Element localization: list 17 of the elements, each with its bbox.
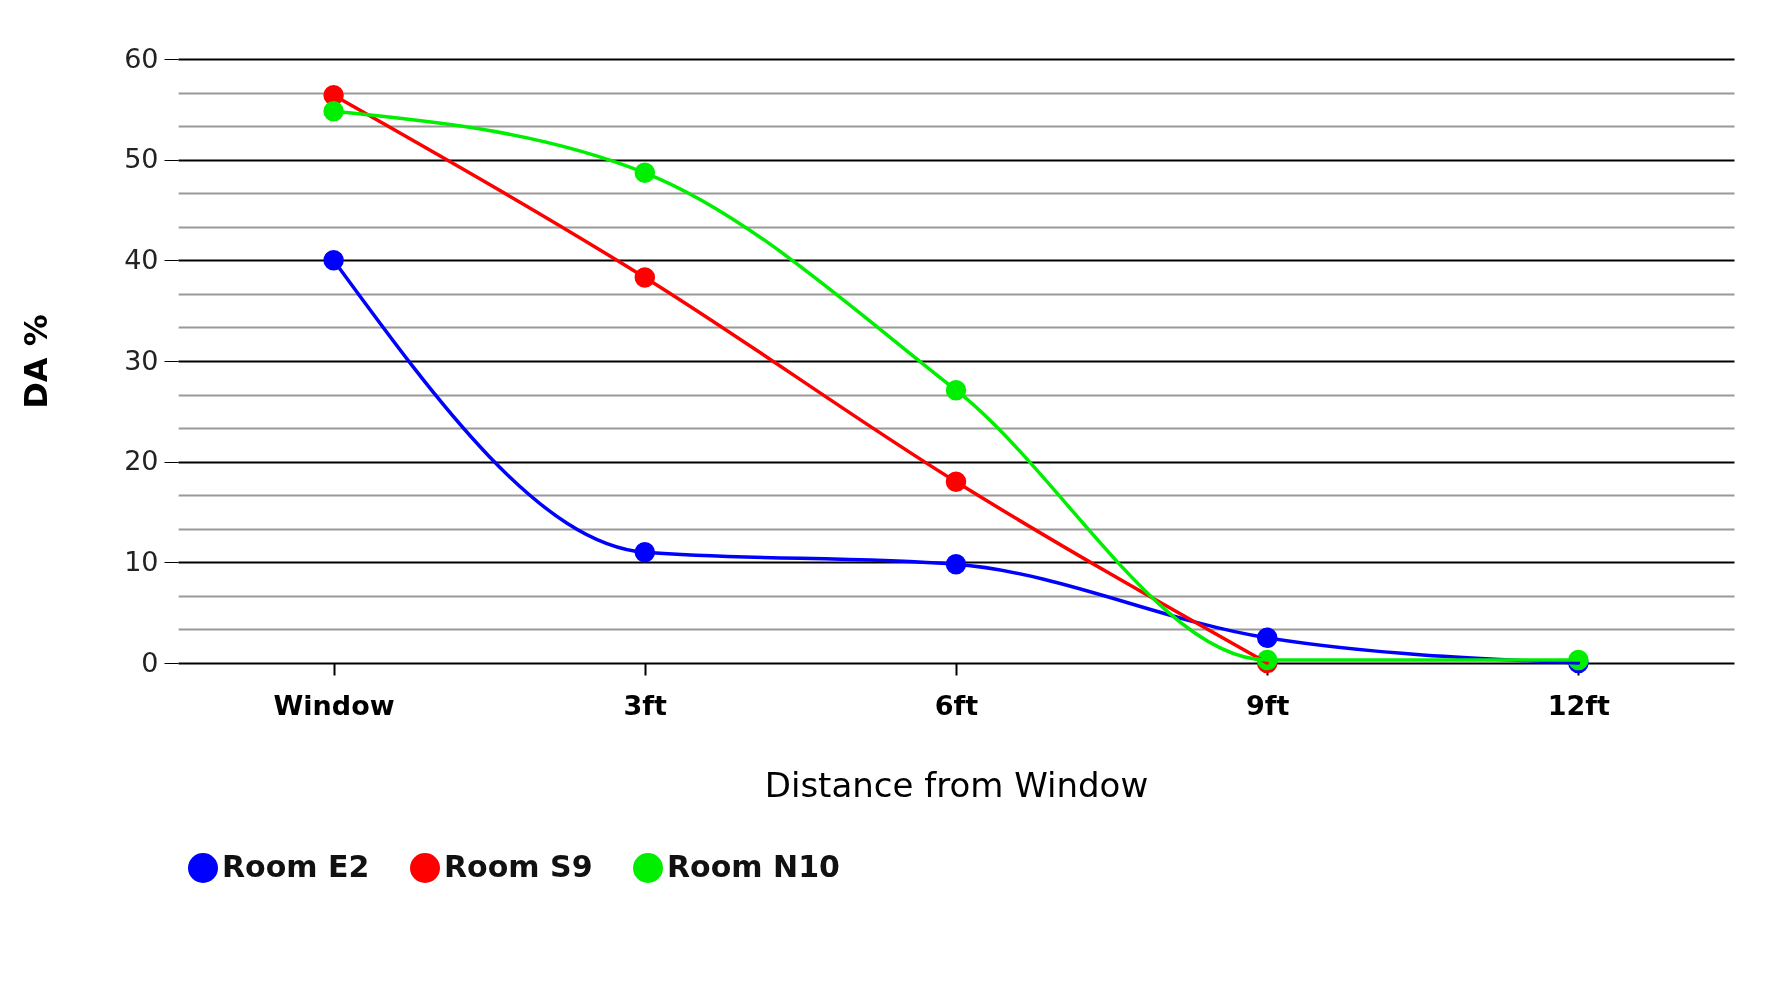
legend-label: Room S9 xyxy=(444,849,593,884)
y-tick-label: 10 xyxy=(124,545,159,577)
y-tick-label: 50 xyxy=(124,143,159,175)
y-tick-label: 20 xyxy=(124,445,159,477)
y-axis-title: DA % xyxy=(17,314,56,409)
x-tick-label: 12ft xyxy=(1547,689,1611,721)
legend-label: Room N10 xyxy=(667,849,840,884)
y-tick-label: 60 xyxy=(124,42,159,74)
x-tick-label: 6ft xyxy=(934,689,979,721)
x-axis-title: Distance from Window xyxy=(764,764,1149,805)
legend-label: Room E2 xyxy=(222,849,370,884)
y-tick-label: 0 xyxy=(141,646,159,678)
x-tick-label: 3ft xyxy=(623,689,668,721)
x-tick-label: Window xyxy=(273,689,395,721)
y-tick-label: 40 xyxy=(124,243,159,275)
x-tick-label: 9ft xyxy=(1245,689,1290,721)
y-tick-label: 30 xyxy=(124,344,159,376)
